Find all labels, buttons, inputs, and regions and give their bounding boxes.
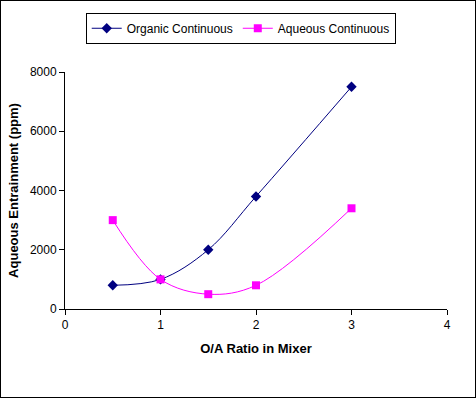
svg-text:0: 0 [62, 318, 69, 332]
svg-text:2: 2 [253, 318, 260, 332]
svg-text:3: 3 [348, 318, 355, 332]
svg-text:0: 0 [50, 302, 57, 316]
svg-text:O/A Ratio in Mixer: O/A Ratio in Mixer [200, 341, 311, 356]
svg-text:4: 4 [444, 318, 451, 332]
svg-text:Aqueous Continuous: Aqueous Continuous [278, 22, 389, 36]
svg-text:2000: 2000 [30, 243, 57, 257]
svg-text:Aqueous Entrainment (ppm): Aqueous Entrainment (ppm) [6, 103, 21, 278]
svg-text:1: 1 [157, 318, 164, 332]
svg-text:4000: 4000 [30, 184, 57, 198]
svg-text:6000: 6000 [30, 124, 57, 138]
svg-text:8000: 8000 [30, 65, 57, 79]
svg-text:Organic Continuous: Organic Continuous [127, 22, 233, 36]
